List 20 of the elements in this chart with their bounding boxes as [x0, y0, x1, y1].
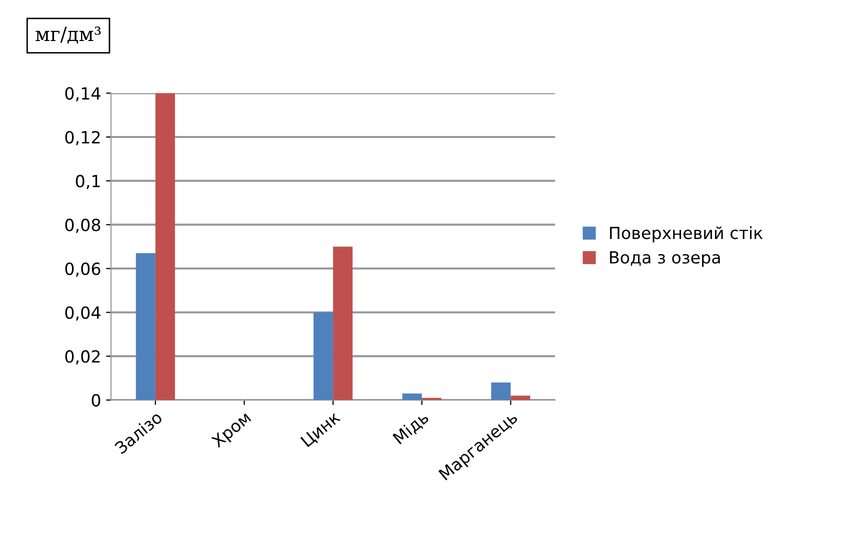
y-tick-label: 0,06: [65, 262, 100, 277]
bar: [422, 398, 442, 400]
bar: [155, 93, 175, 400]
y-tick-label: 0,1: [76, 174, 100, 190]
bar: [510, 396, 530, 400]
legend-label: Поверхневий стік: [610, 226, 763, 242]
y-tick-label: 0,02: [65, 350, 100, 364]
y-axis-title: мг/дм³: [36, 26, 101, 44]
y-tick-label: 0,04: [65, 306, 100, 321]
y-tick-label: 0,12: [65, 130, 100, 146]
y-tick-label: 0: [92, 394, 100, 407]
legend-label: Вода з озера: [610, 251, 720, 267]
y-tick-label: 0,14: [65, 87, 100, 102]
bar: [136, 253, 156, 400]
y-tick-label: 0,08: [65, 218, 100, 233]
bar: [333, 246, 353, 400]
x-tick-label: Мідь: [392, 410, 431, 446]
bar: [314, 312, 334, 400]
bar: [491, 382, 511, 400]
bar: [402, 393, 422, 400]
